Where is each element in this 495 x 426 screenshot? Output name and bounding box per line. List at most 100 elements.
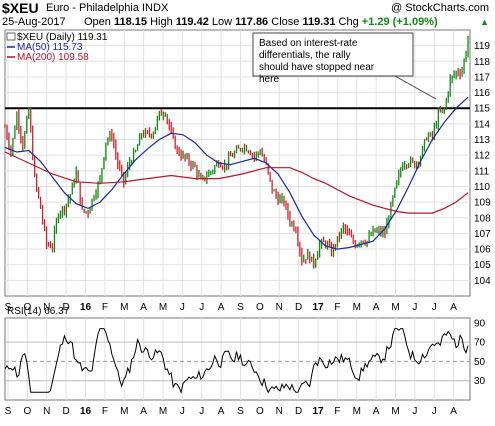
legend-ma50: MA(50) 115.73 <box>17 42 83 53</box>
rsi-month-tick-label: 16 <box>80 406 92 417</box>
price-tick-label: 112 <box>474 151 490 162</box>
rsi-month-tick-label: A <box>450 406 457 417</box>
month-tick-label: J <box>180 302 185 313</box>
rsi-month-tick-label: O <box>256 406 264 417</box>
rsi-tick-label: 30 <box>474 376 486 387</box>
month-tick-label: M <box>391 302 399 313</box>
rsi-month-tick-label: M <box>120 406 128 417</box>
rsi-line <box>4 328 469 394</box>
price-tick-label: 118 <box>474 57 490 68</box>
price-tick-label: 106 <box>474 245 491 256</box>
brand-watermark[interactable]: @ StockCharts.com <box>391 2 489 14</box>
price-tick-label: 117 <box>474 72 490 83</box>
chart-date: 25-Aug-2017 <box>2 16 66 28</box>
rsi-month-tick-label: J <box>180 406 185 417</box>
price-tick-label: 107 <box>474 229 491 240</box>
month-tick-label: O <box>256 302 264 313</box>
month-tick-label: M <box>120 302 128 313</box>
month-tick-label: D <box>63 302 70 313</box>
rsi-month-tick-label: S <box>5 406 12 417</box>
legend-price: $XEU (Daily) 119.31 <box>17 32 108 43</box>
rsi-month-tick-label: A <box>218 406 225 417</box>
annotation-text: differentials, the rally <box>259 50 351 61</box>
month-tick-label: J <box>199 302 204 313</box>
ma50-line <box>4 96 469 250</box>
low-value: 117.86 <box>235 16 269 28</box>
rsi-month-tick-label: F <box>102 406 108 417</box>
annotation-text: should have stopped near <box>259 62 375 73</box>
month-tick-label: M <box>353 302 361 313</box>
price-tick-label: 116 <box>474 88 490 99</box>
price-tick-label: 113 <box>474 135 490 146</box>
close-value: 119.31 <box>302 16 336 28</box>
rsi-month-tick-label: A <box>373 406 380 417</box>
rsi-month-tick-label: D <box>295 406 302 417</box>
rsi-month-tick-label: O <box>23 406 31 417</box>
chart-symbol: $XEU <box>2 0 39 16</box>
rsi-tick-label: 50 <box>474 357 486 368</box>
month-tick-label: J <box>432 302 437 313</box>
rsi-month-tick-label: N <box>276 406 283 417</box>
rsi-legend: RSI(14) 66.37 <box>7 306 70 317</box>
rsi-month-tick-label: D <box>63 406 70 417</box>
price-tick-label: 111 <box>474 166 490 177</box>
month-tick-label: J <box>412 302 417 313</box>
price-tick-label: 109 <box>474 198 491 209</box>
annotation-text: Based on interest-rate <box>259 38 358 49</box>
high-value: 119.42 <box>175 16 209 28</box>
ma200-line <box>4 151 469 214</box>
month-tick-label: A <box>140 302 147 313</box>
month-tick-label: D <box>295 302 302 313</box>
rsi-month-tick-label: S <box>237 406 244 417</box>
month-tick-label: A <box>450 302 457 313</box>
price-tick-label: 114 <box>474 119 490 130</box>
month-tick-label: N <box>276 302 283 313</box>
price-bar-icon <box>6 32 16 41</box>
annotation-box <box>252 32 414 77</box>
chart-subtitle: Euro - Philadelphia INDX <box>46 2 169 14</box>
chg-label: Chg <box>338 16 359 28</box>
legend-ma200: MA(200) 109.58 <box>17 52 89 63</box>
price-tick-label: 104 <box>474 276 491 287</box>
month-tick-label: N <box>43 302 50 313</box>
rsi-month-tick-label: J <box>432 406 437 417</box>
chg-value: +1.29 (+1.09%) <box>361 16 438 28</box>
up-triangle-icon: ▲ <box>480 17 489 27</box>
price-tick-label: 119 <box>474 41 490 52</box>
rsi-month-tick-label: 17 <box>312 406 324 417</box>
rsi-month-tick-label: M <box>391 406 399 417</box>
rsi-tick-label: 70 <box>474 338 486 349</box>
open-value: 118.15 <box>113 16 148 28</box>
rsi-month-tick-label: M <box>353 406 361 417</box>
high-label: High <box>150 16 173 28</box>
price-tick-label: 115 <box>474 104 490 115</box>
price-tick-label: 110 <box>474 182 490 193</box>
month-tick-label: F <box>102 302 108 313</box>
rsi-tick-label: 90 <box>474 318 486 329</box>
rsi-month-tick-label: J <box>412 406 417 417</box>
month-tick-label: S <box>5 302 12 313</box>
month-tick-label: 16 <box>80 302 92 313</box>
ohlc-summary: Open 118.15 High 119.42 Low 117.86 Close… <box>84 16 438 28</box>
open-label: Open <box>84 16 111 28</box>
price-tick-label: 105 <box>474 260 491 271</box>
rsi-month-tick-label: A <box>140 406 147 417</box>
rsi-month-tick-label: M <box>159 406 167 417</box>
rsi-panel <box>4 317 471 401</box>
month-tick-label: M <box>159 302 167 313</box>
month-tick-label: O <box>23 302 31 313</box>
rsi-month-tick-label: F <box>334 406 340 417</box>
rsi-month-tick-label: N <box>43 406 50 417</box>
price-tick-label: 108 <box>474 213 491 224</box>
month-tick-label: 17 <box>312 302 324 313</box>
month-tick-label: A <box>218 302 225 313</box>
month-tick-label: S <box>237 302 244 313</box>
low-label: Low <box>211 16 233 28</box>
annotation-text: here <box>259 74 279 85</box>
close-label: Close <box>271 16 300 28</box>
month-tick-label: F <box>334 302 340 313</box>
rsi-month-tick-label: J <box>199 406 204 417</box>
month-tick-label: A <box>373 302 380 313</box>
annotation-pointer <box>394 75 437 100</box>
